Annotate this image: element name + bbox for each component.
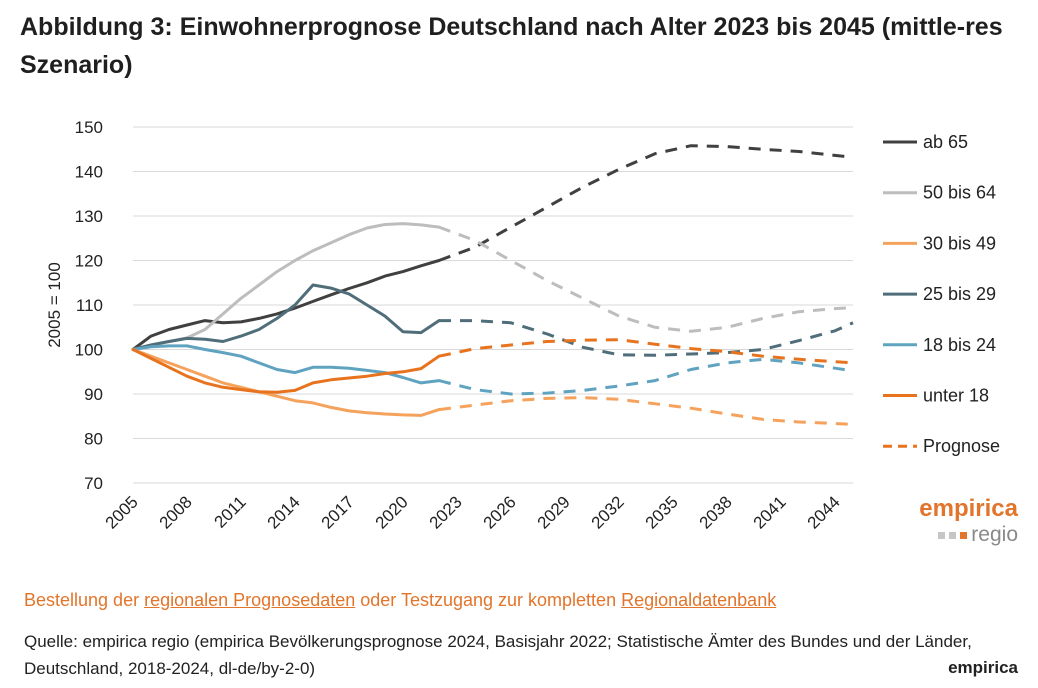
- series-line-18-bis-24: [131, 344, 441, 385]
- series-line-25-bis-29: [131, 283, 441, 351]
- x-tick-label: 2011: [211, 492, 250, 531]
- line-chart: 70 80 90 100 110 120 130 140 150 2005 2008 2011 201…: [45, 118, 1000, 533]
- series-forecast-30-bis-49: [438, 396, 854, 426]
- series-forecast-ab-65: [438, 144, 854, 262]
- series-line-30-bis-49: [131, 348, 441, 417]
- order-line: Bestellung der regionalen Prognosedaten …: [24, 590, 776, 611]
- legend-label-25-bis-29: 25 bis 29: [923, 284, 996, 304]
- logo-wordmark: empirica: [919, 495, 1018, 522]
- chart-title: Abbildung 3: Einwohnerprognose Deutschla…: [20, 13, 1003, 79]
- series-line-unter-18: [131, 348, 441, 394]
- legend-label-ab-65: ab 65: [923, 132, 968, 152]
- y-tick-label: 140: [75, 163, 103, 182]
- series-forecast-25-bis-29: [439, 319, 854, 357]
- series-line-50-bis-64: [131, 222, 441, 351]
- x-tick-label: 2044: [804, 492, 844, 532]
- series-forecast-50-bis-64: [438, 225, 854, 333]
- x-tick-label: 2023: [426, 492, 466, 532]
- x-tick-label: 2020: [372, 492, 412, 532]
- logo-subline: regio: [898, 524, 1018, 546]
- grid-lines: [133, 126, 853, 484]
- x-tick-label: 2017: [318, 492, 358, 532]
- source-note: Quelle: empirica regio (empirica Bevölke…: [24, 632, 972, 678]
- x-tick-label: 2029: [534, 492, 574, 532]
- y-tick-label: 70: [84, 474, 103, 493]
- y-axis-label: 2005 = 100: [45, 262, 64, 348]
- y-tick-label: 150: [75, 118, 103, 137]
- regional-database-link[interactable]: Regionaldatenbank: [621, 590, 777, 610]
- legend-label-50-bis-64: 50 bis 64: [923, 183, 996, 203]
- y-tick-label: 120: [75, 252, 103, 271]
- legend-label-30-bis-49: 30 bis 49: [923, 233, 996, 253]
- x-axis: 2005 2008 2011 2014 2017 2020 2023 2026 2029 2032…: [102, 492, 844, 532]
- empirica-regio-logo: empirica regio: [898, 496, 1018, 548]
- x-tick-label: 2005: [102, 492, 142, 532]
- legend-label-prognose: Prognose: [923, 436, 1000, 456]
- order-prefix: Bestellung der: [24, 590, 145, 610]
- regional-forecast-data-link[interactable]: regionalen Prognosedaten: [144, 590, 356, 610]
- y-tick-label: 130: [75, 207, 103, 226]
- x-tick-label: 2041: [750, 492, 790, 532]
- x-tick-label: 2035: [642, 492, 682, 532]
- footer-brand: empirica: [948, 658, 1018, 677]
- x-tick-label: 2026: [480, 492, 520, 532]
- series-forecast-unter-18: [438, 338, 854, 365]
- logo-square-orange: [960, 531, 968, 539]
- y-tick-label: 100: [75, 341, 103, 360]
- series-forecast-18-bis-24: [438, 357, 854, 396]
- logo-square-gray: [949, 531, 957, 539]
- x-tick-label: 2008: [156, 492, 196, 532]
- series-lines: [131, 144, 854, 426]
- logo-subtext: regio: [971, 523, 1018, 546]
- legend-label-unter-18: unter 18: [923, 386, 989, 406]
- x-tick-label: 2014: [264, 492, 304, 532]
- y-tick-label: 80: [84, 430, 103, 449]
- legend: ab 65 50 bis 64 30 bis 49 25 bis 29 18 bis 2…: [883, 132, 1000, 456]
- order-middle: oder Testzugang zur kompletten: [355, 590, 622, 610]
- x-tick-label: 2032: [588, 492, 628, 532]
- legend-label-18-bis-24: 18 bis 24: [923, 335, 996, 355]
- logo-square-gray: [938, 531, 946, 539]
- y-axis: 70 80 90 100 110 120 130 140 150: [75, 118, 103, 493]
- x-tick-label: 2038: [696, 492, 736, 532]
- y-tick-label: 110: [76, 296, 103, 315]
- y-tick-label: 90: [84, 385, 103, 404]
